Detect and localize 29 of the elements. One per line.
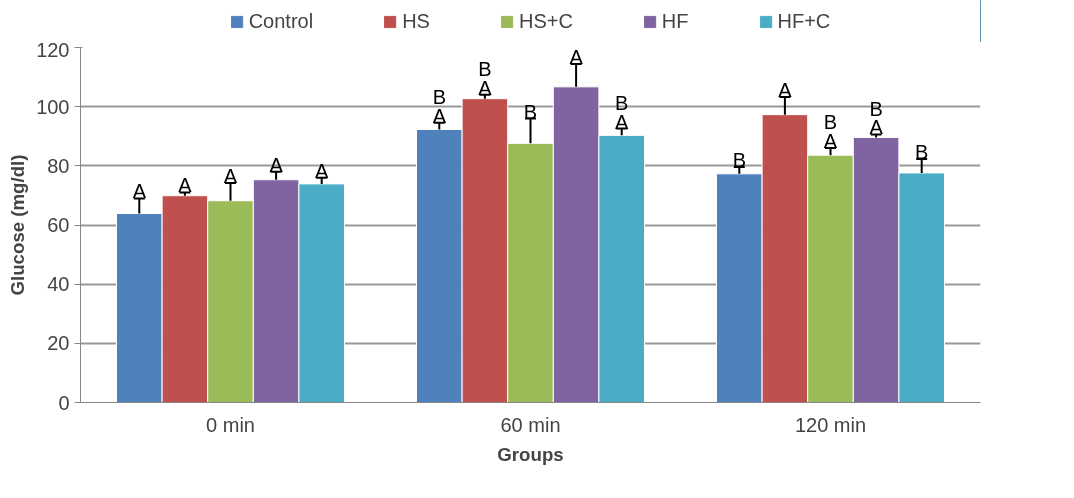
data-label: B A xyxy=(823,111,838,153)
y-tick-label: 120 xyxy=(36,38,70,61)
data-label: A xyxy=(315,159,330,182)
legend-label: HS+C xyxy=(518,9,573,33)
x-axis-title: Groups xyxy=(497,443,564,465)
data-label: A xyxy=(132,180,147,203)
y-tick-label: 20 xyxy=(47,332,70,355)
legend-label: HF xyxy=(661,9,689,33)
y-tick-label: 40 xyxy=(47,273,70,296)
data-label: A xyxy=(778,78,793,101)
y-tick-label: 60 xyxy=(47,214,70,236)
y-axis-title: Glucose (mg/dl) xyxy=(7,154,29,296)
y-tick-label: 0 xyxy=(58,391,70,414)
data-label: A xyxy=(269,153,284,176)
data-label: B A xyxy=(869,97,884,139)
y-tick-label: 100 xyxy=(36,95,70,118)
data-label: B A xyxy=(478,58,493,99)
y-tick-label: 80 xyxy=(47,154,70,177)
data-label: A xyxy=(223,164,238,187)
x-tick-label: 0 min xyxy=(206,413,255,436)
legend-label: Control xyxy=(248,9,314,33)
data-label: A xyxy=(569,46,584,69)
data-label: B A xyxy=(432,85,447,127)
x-tick-label: 60 min xyxy=(500,413,561,436)
x-tick-label: 120 min xyxy=(794,413,867,436)
data-label: A xyxy=(178,174,193,197)
legend-label: HS xyxy=(402,9,430,33)
legend-label: HF+C xyxy=(777,9,831,33)
data-label: B A xyxy=(615,91,630,133)
